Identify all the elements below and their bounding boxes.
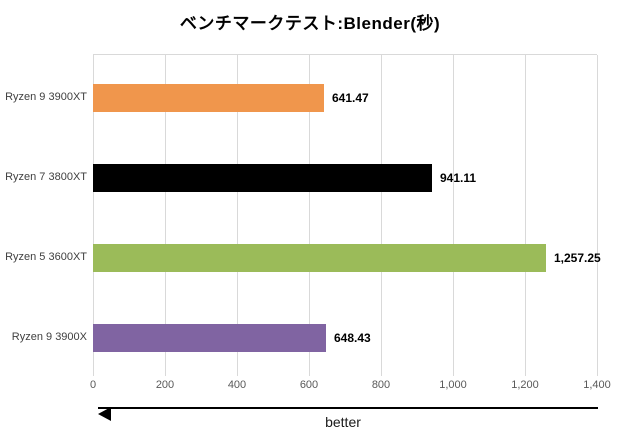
x-tick-label: 200 <box>155 379 175 391</box>
gridline <box>597 55 598 376</box>
value-label: 1,257.25 <box>554 251 601 265</box>
gridline <box>93 55 94 376</box>
gridline <box>309 55 310 376</box>
better-arrow-line <box>98 407 598 421</box>
left-arrowhead-icon <box>98 407 111 421</box>
x-tick-label: 800 <box>371 379 391 391</box>
value-label: 941.11 <box>440 171 477 185</box>
chart-title: ベンチマークテスト:Blender(秒) <box>179 14 441 33</box>
value-label: 641.47 <box>332 91 369 105</box>
category-label: Ryzen 9 3900XT <box>5 91 87 103</box>
x-tick-label: 1,200 <box>511 379 539 391</box>
x-tick-label: 400 <box>227 379 247 391</box>
bar-ryzen-9-3900xt <box>93 84 324 112</box>
plot-area: 641.47 941.11 1,257.25 648.43 <box>93 54 601 376</box>
category-label: Ryzen 9 3900X <box>11 331 87 343</box>
gridline <box>525 55 526 376</box>
x-tick-label: 1,400 <box>583 379 611 391</box>
x-tick-label: 0 <box>89 379 97 391</box>
better-axis: better <box>88 401 598 435</box>
bar-ryzen-5-3600xt <box>93 244 546 272</box>
gridline <box>237 55 238 376</box>
better-label: better <box>325 414 361 430</box>
bar-ryzen-7-3800xt <box>93 164 432 192</box>
category-label: Ryzen 5 3600XT <box>5 251 87 263</box>
x-tick-label: 1,000 <box>439 379 467 391</box>
gridline <box>453 55 454 376</box>
category-label: Ryzen 7 3800XT <box>5 171 87 183</box>
x-tick-label: 600 <box>299 379 319 391</box>
value-label: 648.43 <box>334 331 371 345</box>
gridline <box>165 55 166 376</box>
gridline <box>381 55 382 376</box>
bar-ryzen-9-3900x <box>93 324 326 352</box>
